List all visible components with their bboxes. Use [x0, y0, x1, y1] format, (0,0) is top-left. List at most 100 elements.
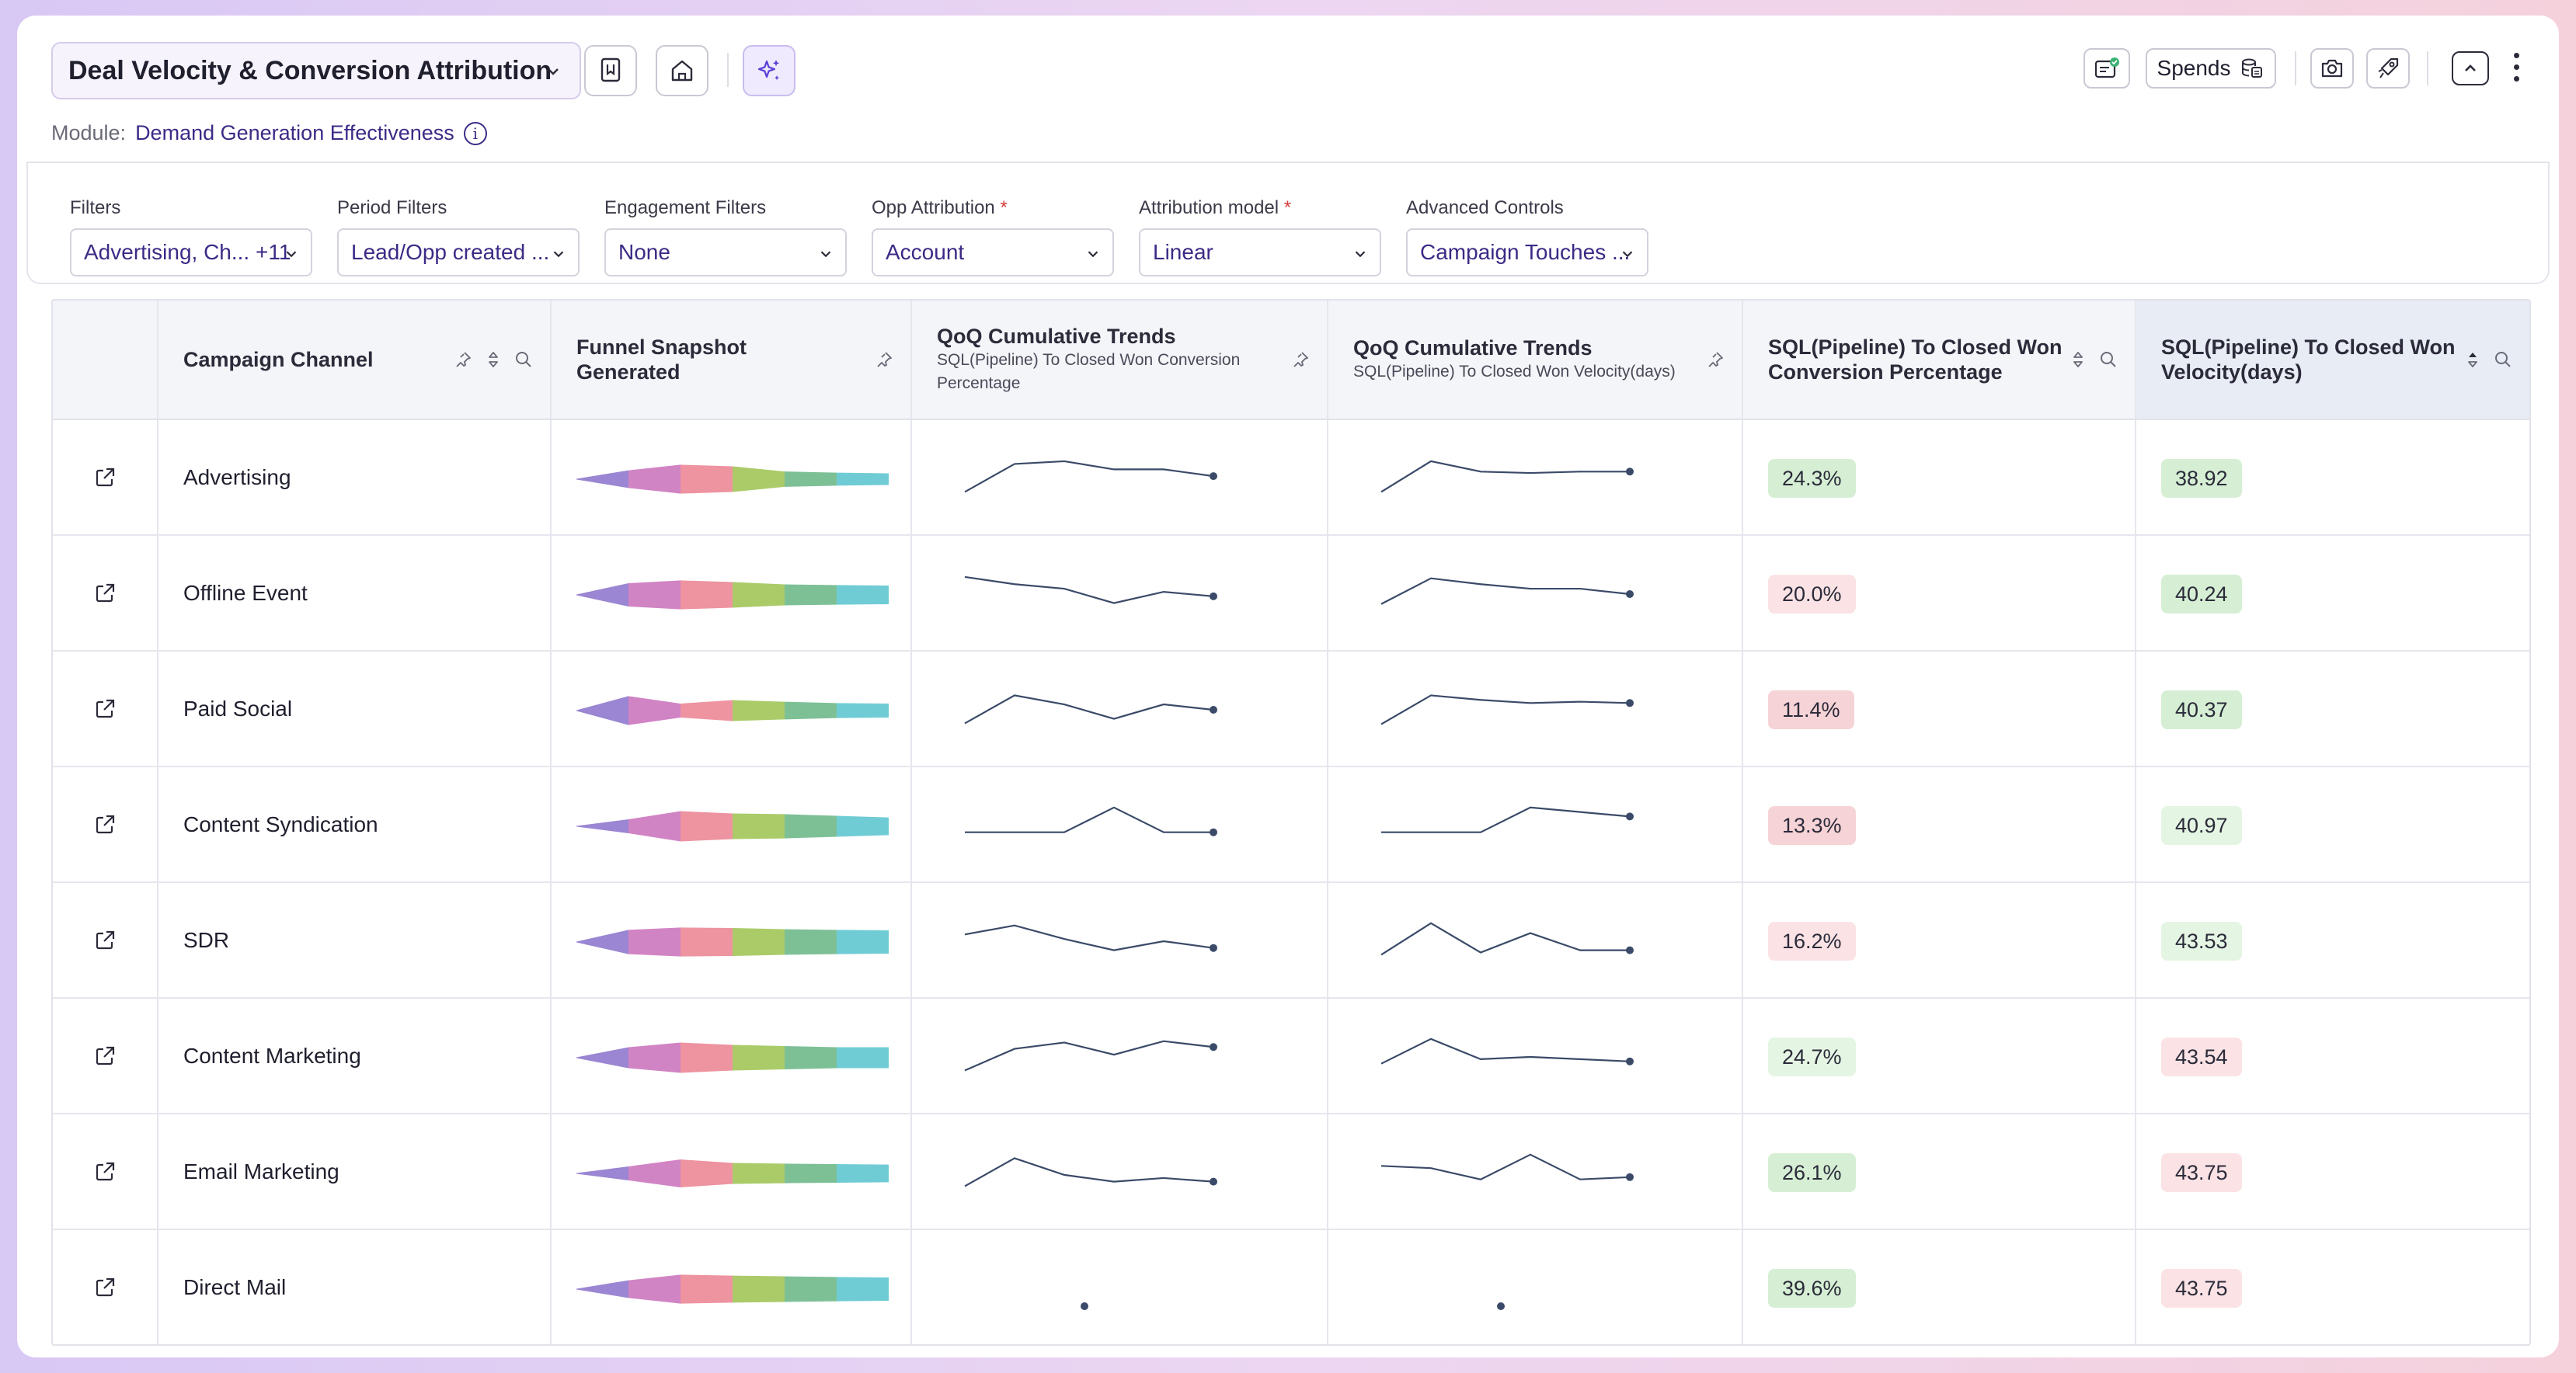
external-link-icon[interactable]	[93, 929, 117, 952]
trend-conversion-cell	[912, 883, 1328, 997]
advanced-controls-select[interactable]: Campaign Touches ...	[1406, 228, 1648, 276]
channel-name: Content Marketing	[183, 1043, 361, 1068]
open-link-cell[interactable]	[53, 1230, 158, 1344]
sparkline-line	[964, 1157, 1214, 1187]
header-trend-conversion[interactable]: QoQ Cumulative Trends SQL(Pipeline) To C…	[912, 301, 1328, 419]
header-trend-velocity[interactable]: QoQ Cumulative Trends SQL(Pipeline) To C…	[1328, 301, 1743, 419]
spends-button[interactable]: Spends	[2146, 48, 2276, 89]
collapse-button[interactable]	[2452, 51, 2489, 85]
external-link-icon[interactable]	[93, 813, 117, 836]
sparkline-line	[1380, 1038, 1631, 1065]
chevron-down-icon	[1622, 251, 1633, 258]
funnel-stage	[681, 1274, 733, 1304]
bookmark-icon	[600, 57, 621, 82]
funnel-stage	[576, 470, 628, 488]
sparkline-chart	[964, 694, 1217, 725]
wallet-check-icon	[2094, 57, 2119, 78]
sparkline-end-point	[1210, 944, 1217, 952]
period-filters-select[interactable]: Lead/Opp created ...	[337, 228, 580, 276]
header-action-col	[53, 301, 158, 419]
opp-attribution-select[interactable]: Account	[872, 228, 1114, 276]
filter-group-engagement: Engagement Filters None	[604, 197, 847, 276]
funnel-stage	[681, 811, 733, 842]
column-title: Campaign Channel	[183, 348, 374, 371]
pin-icon[interactable]	[1291, 350, 1310, 369]
search-icon[interactable]	[514, 350, 533, 369]
conversion-badge: 11.4%	[1768, 690, 1854, 729]
pin-icon[interactable]	[1706, 350, 1725, 369]
external-link-icon[interactable]	[93, 1160, 117, 1184]
open-link-cell[interactable]	[53, 652, 158, 766]
external-link-icon[interactable]	[93, 697, 117, 721]
open-link-cell[interactable]	[53, 767, 158, 881]
trend-velocity-cell	[1328, 536, 1743, 650]
filters-select[interactable]: Advertising, Ch... +11	[70, 228, 312, 276]
sparkline-line	[964, 924, 1214, 951]
header-velocity-days[interactable]: SQL(Pipeline) To Closed Won Velocity(day…	[2136, 301, 2529, 419]
trend-velocity-cell	[1328, 883, 1743, 997]
engagement-filters-select[interactable]: None	[604, 228, 847, 276]
chevron-down-icon	[820, 251, 831, 258]
sparkline-line	[1380, 922, 1630, 956]
funnel-stage	[785, 1163, 837, 1184]
select-value: Lead/Opp created ...	[351, 240, 550, 264]
pin-icon[interactable]	[454, 350, 472, 369]
info-icon[interactable]: i	[463, 121, 487, 145]
bookmark-button[interactable]	[584, 45, 637, 96]
trend-conversion-cell	[912, 1114, 1328, 1229]
open-link-cell[interactable]	[53, 999, 158, 1113]
funnel-chart	[576, 1159, 889, 1187]
trend-velocity-cell	[1328, 1114, 1743, 1229]
funnel-stage	[576, 583, 628, 607]
open-link-cell[interactable]	[53, 420, 158, 534]
sparkline-chart	[965, 806, 1217, 836]
pin-icon[interactable]	[875, 350, 893, 369]
header-campaign-channel[interactable]: Campaign Channel	[158, 301, 552, 419]
campaign-channel-cell: Email Marketing	[158, 1114, 552, 1229]
filter-group-opp-attribution: Opp Attribution * Account	[872, 197, 1114, 276]
funnel-stage	[733, 813, 785, 839]
header-conversion-pct[interactable]: SQL(Pipeline) To Closed Won Conversion P…	[1743, 301, 2136, 419]
home-icon	[671, 60, 693, 82]
attribution-model-select[interactable]: Linear	[1139, 228, 1381, 276]
more-options-icon[interactable]	[2512, 53, 2520, 84]
funnel-stage	[785, 1046, 837, 1069]
search-icon[interactable]	[2099, 350, 2118, 369]
sort-icon[interactable]	[2466, 350, 2480, 369]
funnel-snapshot-cell	[552, 652, 912, 766]
ai-assist-button[interactable]	[743, 45, 795, 96]
home-button[interactable]	[656, 45, 708, 96]
sparkline-line	[965, 806, 1213, 833]
trend-conversion-cell	[912, 999, 1328, 1113]
sort-icon[interactable]	[2071, 350, 2085, 369]
open-link-cell[interactable]	[53, 1114, 158, 1229]
external-link-icon[interactable]	[93, 466, 117, 489]
velocity-days-cell: 40.37	[2136, 652, 2529, 766]
launch-button[interactable]	[2366, 48, 2410, 89]
external-link-icon[interactable]	[93, 1045, 117, 1068]
funnel-stage	[733, 466, 785, 492]
sparkline-line	[1380, 694, 1631, 725]
sparkline-chart	[1381, 806, 1634, 833]
search-icon[interactable]	[2494, 350, 2512, 369]
verified-wallet-button[interactable]	[2083, 48, 2130, 89]
snapshot-button[interactable]	[2310, 48, 2354, 89]
report-title-dropdown[interactable]: Deal Velocity & Conversion Attribution	[51, 42, 581, 99]
divider	[2295, 51, 2296, 85]
open-link-cell[interactable]	[53, 536, 158, 650]
sparkline-chart	[1380, 460, 1634, 493]
open-link-cell[interactable]	[53, 883, 158, 997]
funnel-stage	[837, 1164, 889, 1183]
column-title: QoQ Cumulative Trends	[937, 325, 1176, 348]
sparkline-chart	[964, 575, 1217, 604]
module-value[interactable]: Demand Generation Effectiveness	[135, 121, 454, 144]
header-funnel-snapshot[interactable]: Funnel Snapshot Generated	[552, 301, 912, 419]
external-link-icon[interactable]	[93, 1276, 117, 1299]
sparkline-line	[964, 1040, 1214, 1072]
table-row: Paid Social 11.4% 40.37	[53, 652, 2529, 767]
chevron-down-icon	[286, 251, 297, 258]
table-row: Offline Event 20.0% 40.24	[53, 536, 2529, 652]
funnel-stage	[733, 1163, 785, 1184]
external-link-icon[interactable]	[93, 582, 117, 605]
sort-icon[interactable]	[486, 350, 500, 369]
